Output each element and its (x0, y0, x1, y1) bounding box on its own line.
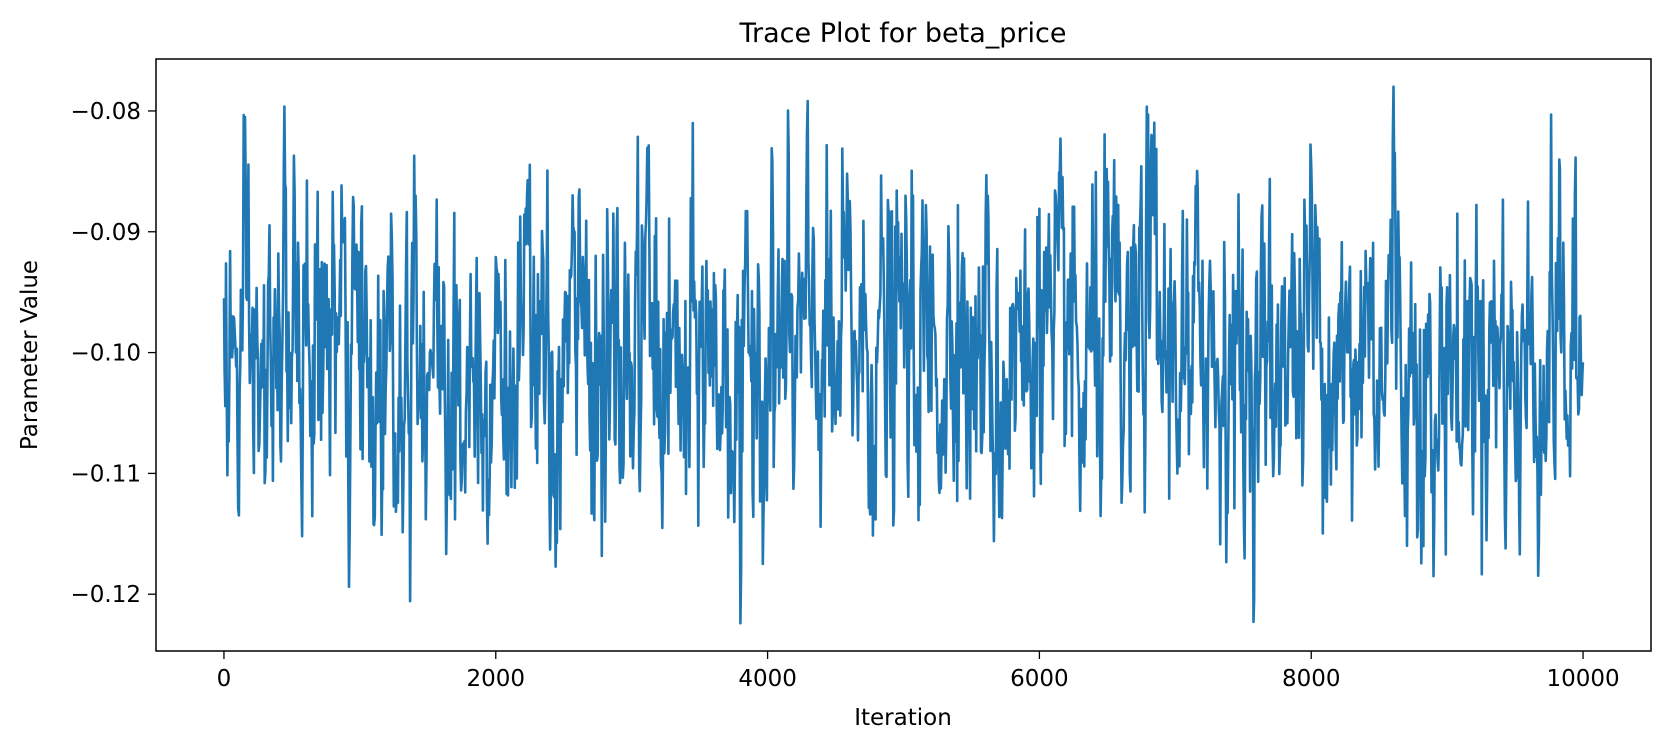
y-axis: −0.08 −0.09 −0.10 −0.11 −0.12 (71, 99, 156, 608)
x-axis: 0 2000 4000 6000 8000 10000 (217, 651, 1620, 692)
y-tick-label: −0.11 (71, 461, 141, 487)
x-tick-label: 0 (217, 666, 232, 692)
x-tick-label: 8000 (1282, 666, 1341, 692)
x-axis-label: Iteration (854, 705, 952, 731)
x-tick-label: 2000 (466, 666, 525, 692)
x-tick-label: 6000 (1010, 666, 1069, 692)
chart-title: Trace Plot for beta_price (739, 18, 1067, 49)
x-tick-label: 10000 (1546, 666, 1619, 692)
y-tick-label: −0.08 (71, 99, 141, 125)
x-tick-label: 4000 (738, 666, 797, 692)
y-tick-label: −0.12 (71, 582, 141, 608)
y-tick-label: −0.09 (71, 220, 141, 246)
series-line (222, 85, 1585, 625)
y-tick-label: −0.10 (71, 341, 141, 367)
y-axis-label: Parameter Value (17, 260, 43, 450)
plot-frame (155, 58, 1652, 652)
